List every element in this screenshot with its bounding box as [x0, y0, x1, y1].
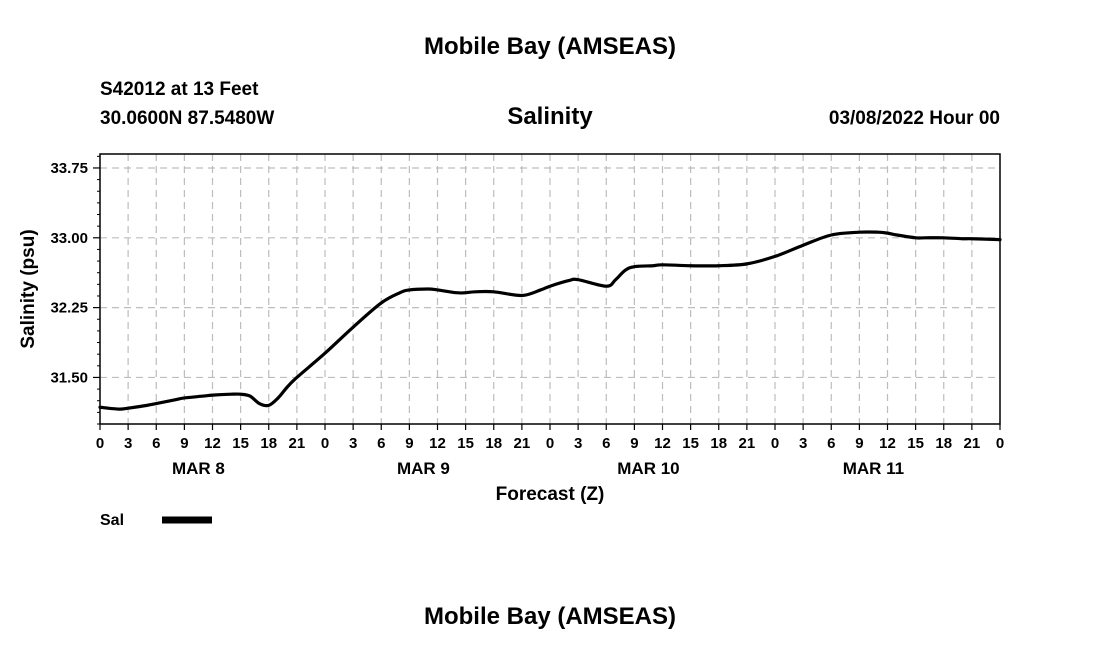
x-tick-label: 3	[574, 435, 582, 452]
x-tick-label: 12	[429, 435, 446, 452]
x-tick-label: 6	[827, 435, 835, 452]
x-axis-title: Forecast (Z)	[496, 484, 605, 505]
x-tick-label: 3	[349, 435, 357, 452]
x-tick-label: 9	[405, 435, 413, 452]
y-tick-label: 31.50	[50, 369, 88, 386]
series-line-sal	[98, 230, 1002, 411]
location-label: 30.0600N 87.5480W	[100, 108, 274, 129]
x-tick-label: 6	[602, 435, 610, 452]
x-tick-label: 15	[457, 435, 474, 452]
y-tick-label: 32.25	[50, 300, 88, 317]
x-tick-label: 15	[232, 435, 249, 452]
x-tick-label: 15	[682, 435, 699, 452]
day-label: MAR 9	[397, 459, 450, 478]
x-tick-label: 0	[96, 435, 104, 452]
legend-label: Sal	[100, 512, 124, 529]
x-tick-label: 9	[180, 435, 188, 452]
x-tick-label: 6	[377, 435, 385, 452]
y-tick-label: 33.00	[50, 230, 88, 247]
day-label: MAR 10	[617, 459, 679, 478]
footer-title: Mobile Bay (AMSEAS)	[424, 603, 676, 630]
x-tick-label: 9	[630, 435, 638, 452]
x-tick-label: 21	[739, 435, 756, 452]
x-tick-label: 0	[996, 435, 1004, 452]
datetime-label: 03/08/2022 Hour 00	[829, 108, 1000, 129]
x-tick-label: 18	[485, 435, 502, 452]
plot-frame	[99, 153, 1001, 425]
chart-title: Salinity	[507, 103, 593, 130]
y-axis-title: Salinity (psu)	[18, 229, 39, 348]
series-layer	[98, 230, 1002, 411]
x-tick-label: 0	[546, 435, 554, 452]
x-tick-label: 9	[855, 435, 863, 452]
y-tick-label: 33.75	[50, 160, 88, 177]
x-tick-label: 12	[879, 435, 896, 452]
x-tick-label: 21	[289, 435, 306, 452]
x-tick-label: 18	[710, 435, 727, 452]
x-tick-label: 6	[152, 435, 160, 452]
x-tick-label: 15	[907, 435, 924, 452]
day-label: MAR 11	[843, 459, 904, 478]
station-label: S42012 at 13 Feet	[100, 79, 259, 100]
x-tick-label: 21	[964, 435, 981, 452]
x-tick-label: 18	[935, 435, 952, 452]
day-label: MAR 8	[172, 459, 225, 478]
x-tick-label: 0	[321, 435, 329, 452]
x-tick-label: 21	[514, 435, 531, 452]
x-tick-label: 12	[204, 435, 221, 452]
x-tick-label: 3	[124, 435, 132, 452]
x-tick-label: 3	[799, 435, 807, 452]
x-tick-label: 12	[654, 435, 671, 452]
x-tick-label: 18	[260, 435, 277, 452]
axes: 31.50 32.25 33.00 33.75 0 3 6 9 12 15 18 21 0 3 6 9 12 15…	[50, 155, 1004, 478]
chart-main-title: Mobile Bay (AMSEAS)	[424, 33, 676, 60]
x-tick-label: 0	[771, 435, 779, 452]
grid	[100, 154, 1000, 424]
